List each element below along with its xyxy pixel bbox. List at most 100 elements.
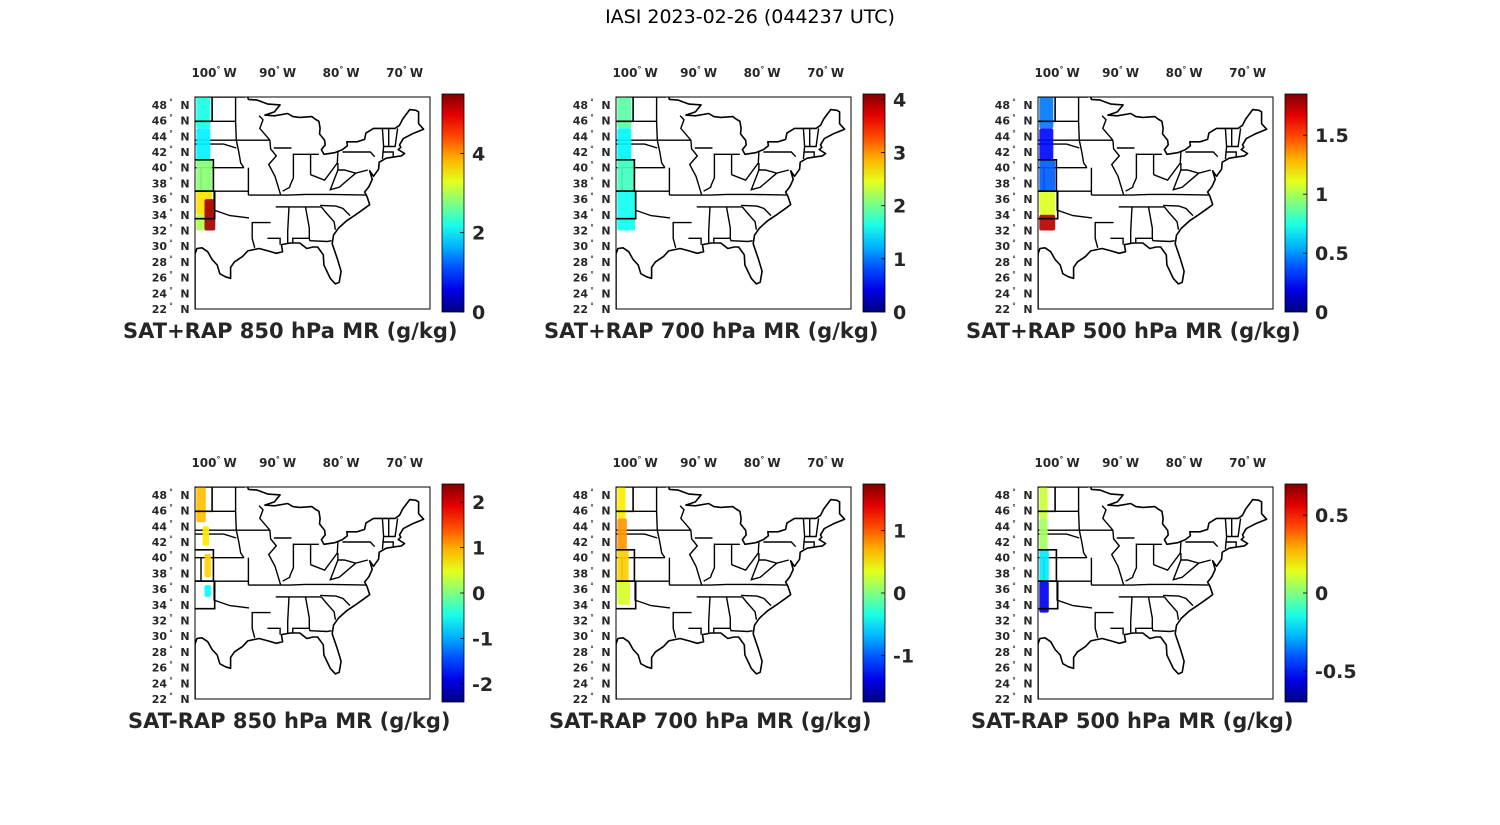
state-border — [1056, 581, 1093, 609]
lat-degree-symbol: ° — [590, 286, 594, 294]
lat-tick-label: 40 — [995, 162, 1011, 175]
lat-degree-symbol: ° — [169, 239, 173, 247]
lat-tick-label: 28 — [995, 256, 1010, 269]
lat-degree-symbol: ° — [1012, 535, 1016, 543]
state-border — [804, 518, 820, 538]
lat-hemisphere-label: N — [180, 536, 189, 549]
lat-degree-symbol: ° — [1012, 224, 1016, 232]
lon-tick-label: 70° W — [807, 65, 844, 80]
lat-hemisphere-label: N — [601, 552, 610, 565]
lat-hemisphere-label: N — [601, 99, 610, 112]
lat-degree-symbol: ° — [169, 692, 173, 700]
lat-hemisphere-label: N — [1023, 583, 1032, 596]
lat-degree-symbol: ° — [169, 614, 173, 622]
lat-degree-symbol: ° — [1012, 551, 1016, 559]
lat-tick-label: 48 — [573, 489, 588, 502]
panel-title: SAT-RAP 500 hPa MR (g/kg) — [971, 709, 1294, 733]
swath-cell — [1039, 128, 1054, 160]
lat-hemisphere-label: N — [601, 193, 610, 206]
lat-hemisphere-label: N — [1023, 599, 1032, 612]
lat-tick-label: 48 — [573, 99, 588, 112]
lat-hemisphere-label: N — [1023, 489, 1032, 502]
lat-tick-label: 36 — [995, 583, 1011, 596]
swath-cell — [196, 159, 213, 192]
lat-tick-label: 22 — [995, 303, 1010, 316]
lat-tick-label: 48 — [995, 99, 1010, 112]
lon-tick-label: 80° W — [1166, 455, 1203, 470]
lat-tick-label: 44 — [152, 130, 168, 143]
lat-hemisphere-label: N — [1023, 505, 1032, 518]
state-border — [195, 97, 213, 123]
lat-hemisphere-label: N — [180, 693, 189, 706]
state-border — [1038, 487, 1056, 513]
lat-hemisphere-label: N — [1023, 536, 1032, 549]
map-panel-sat-minus-rap-500: 100° W 90° W 80° W 70° W 48 ° N 46 ° N 44 ° N 42 ° N 40 ° N 38 °… — [0, 0, 1357, 733]
colorbar-tick-label: 2 — [472, 223, 485, 245]
state-border — [1125, 153, 1138, 192]
state-border — [741, 594, 772, 607]
lat-tick-label: 34 — [152, 599, 168, 612]
state-border — [234, 97, 237, 141]
lat-hemisphere-label: N — [1023, 240, 1032, 253]
state-border — [763, 541, 797, 548]
state-border — [1225, 151, 1237, 158]
lat-hemisphere-label: N — [601, 146, 610, 159]
swath-cell — [617, 159, 636, 192]
state-border — [1125, 543, 1138, 582]
lat-hemisphere-label: N — [180, 146, 189, 159]
swath-cell — [617, 549, 629, 582]
state-border — [763, 151, 797, 158]
lat-degree-symbol: ° — [1012, 129, 1016, 137]
lat-degree-symbol: ° — [590, 239, 594, 247]
lat-tick-label: 44 — [995, 130, 1011, 143]
lat-tick-label: 34 — [573, 209, 589, 222]
lat-degree-symbol: ° — [169, 676, 173, 684]
lat-tick-label: 30 — [573, 240, 589, 253]
state-border — [195, 190, 216, 220]
lat-hemisphere-label: N — [180, 505, 189, 518]
state-border — [320, 594, 351, 607]
colorbar — [1284, 93, 1308, 313]
map-plot: 100° W 90° W 80° W 70° W48 ° N46 ° N44 ° N42 ° N40 ° N38 °… — [995, 65, 1349, 324]
lat-tick-label: 42 — [573, 146, 588, 159]
state-border — [1078, 140, 1088, 169]
state-border — [1110, 530, 1125, 586]
state-border — [1101, 505, 1114, 531]
lat-degree-symbol: ° — [590, 566, 594, 574]
lat-degree-symbol: ° — [1012, 286, 1016, 294]
state-border — [1110, 140, 1125, 196]
lat-tick-label: 22 — [152, 693, 167, 706]
lat-tick-label: 34 — [995, 599, 1011, 612]
lat-tick-label: 48 — [995, 489, 1010, 502]
state-border — [688, 140, 703, 196]
state-border — [267, 530, 282, 586]
lat-degree-symbol: ° — [590, 488, 594, 496]
state-border — [679, 115, 692, 141]
lat-tick-label: 26 — [152, 662, 168, 675]
lat-hemisphere-label: N — [180, 677, 189, 690]
plot-area: 100° W 90° W 80° W 70° W48 ° N46 ° N44 ° N42 ° N40 ° N38 °… — [995, 65, 1349, 324]
coastline — [616, 487, 846, 699]
state-border — [1135, 206, 1154, 243]
lat-tick-label: 26 — [995, 662, 1011, 675]
colorbar-tick-label: 4 — [472, 144, 485, 166]
lat-degree-symbol: ° — [590, 692, 594, 700]
state-border — [741, 204, 772, 217]
map-panel-sat-plus-rap-850: 100° W 90° W 80° W 70° W 48 ° N 46 ° N 44 ° N 42 ° N 40 ° N 38 °… — [0, 0, 485, 343]
lat-tick-label: 34 — [995, 209, 1011, 222]
colorbar-tick-label: 4 — [893, 89, 906, 111]
lat-tick-label: 36 — [995, 193, 1011, 206]
state-border — [803, 151, 815, 158]
lat-degree-symbol: ° — [590, 192, 594, 200]
lat-degree-symbol: ° — [590, 161, 594, 169]
state-border — [688, 237, 702, 245]
lat-degree-symbol: ° — [590, 519, 594, 527]
lat-tick-label: 46 — [573, 115, 589, 128]
state-border — [320, 204, 351, 217]
lat-degree-symbol: ° — [169, 566, 173, 574]
lat-hemisphere-label: N — [1023, 303, 1032, 316]
colorbar-tick-label: 0 — [472, 302, 485, 324]
lat-degree-symbol: ° — [169, 176, 173, 184]
lat-tick-label: 28 — [152, 646, 167, 659]
state-border — [383, 128, 399, 148]
